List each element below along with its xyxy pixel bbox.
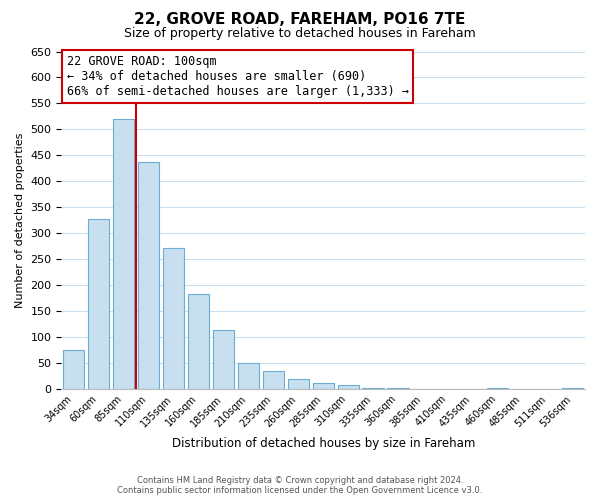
Text: Contains HM Land Registry data © Crown copyright and database right 2024.
Contai: Contains HM Land Registry data © Crown c… [118,476,482,495]
Bar [88,218,109,389]
Bar [487,388,508,389]
Bar [287,379,309,389]
Bar [562,388,583,389]
Bar [338,384,359,389]
Y-axis label: Number of detached properties: Number of detached properties [15,132,25,308]
Bar [238,363,259,389]
Bar [313,382,334,389]
Bar [113,120,134,389]
Bar [263,370,284,389]
Text: 22 GROVE ROAD: 100sqm
← 34% of detached houses are smaller (690)
66% of semi-det: 22 GROVE ROAD: 100sqm ← 34% of detached … [67,55,409,98]
Bar [188,294,209,389]
Bar [362,388,383,389]
Bar [138,162,159,389]
Text: Size of property relative to detached houses in Fareham: Size of property relative to detached ho… [124,28,476,40]
Bar [163,248,184,389]
Text: 22, GROVE ROAD, FAREHAM, PO16 7TE: 22, GROVE ROAD, FAREHAM, PO16 7TE [134,12,466,28]
X-axis label: Distribution of detached houses by size in Fareham: Distribution of detached houses by size … [172,437,475,450]
Bar [63,350,85,389]
Bar [388,388,409,389]
Bar [213,330,234,389]
